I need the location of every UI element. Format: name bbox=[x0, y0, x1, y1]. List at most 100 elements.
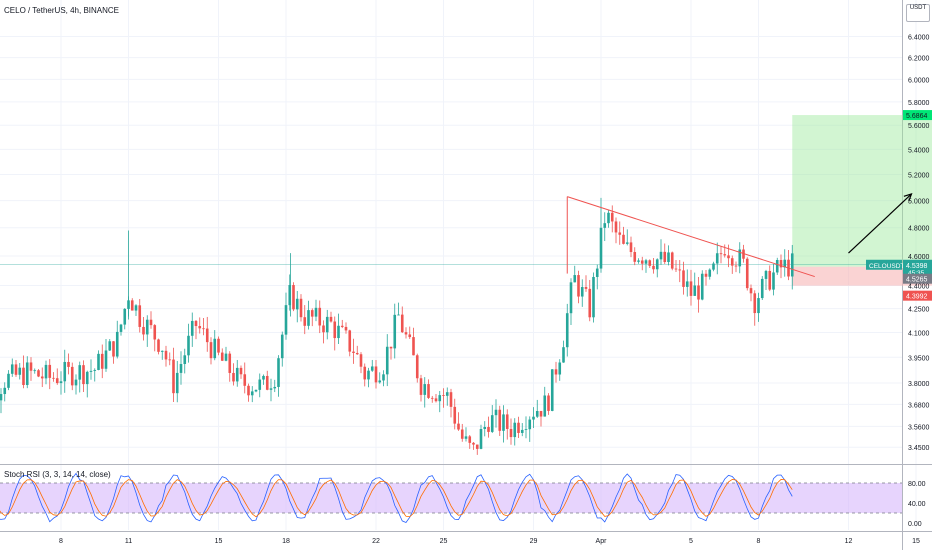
candle-body bbox=[175, 372, 179, 394]
candle-body bbox=[535, 411, 539, 417]
candle-body bbox=[82, 365, 85, 385]
candle-body bbox=[700, 273, 704, 300]
candle-body bbox=[29, 362, 33, 371]
price-tick-label: 5.4000 bbox=[908, 147, 930, 154]
candle-body bbox=[573, 275, 577, 283]
candle-body bbox=[67, 361, 70, 367]
time-tick-label: 15 bbox=[912, 538, 920, 545]
time-tick-label: Apr bbox=[596, 538, 608, 545]
candle-body bbox=[393, 314, 397, 349]
candle-body bbox=[40, 376, 44, 379]
candle-body bbox=[723, 254, 727, 256]
candle-body bbox=[768, 270, 772, 290]
candle-body bbox=[509, 428, 513, 438]
candle-body bbox=[258, 379, 262, 390]
candle-body bbox=[610, 212, 614, 222]
candle-body bbox=[438, 395, 442, 402]
candle-body bbox=[547, 395, 550, 411]
candle-body bbox=[412, 337, 415, 356]
price-tick-label: 3.6800 bbox=[908, 402, 930, 409]
stop-price-badge: 4.3992 bbox=[906, 294, 928, 301]
candle-body bbox=[22, 367, 25, 386]
candle-body bbox=[157, 339, 160, 352]
candle-body bbox=[487, 426, 490, 432]
candle-body bbox=[100, 353, 104, 369]
currency-unit-badge[interactable]: USDT bbox=[906, 4, 930, 22]
candle-body bbox=[307, 310, 310, 326]
candle-body bbox=[442, 395, 445, 396]
currency-unit-label: USDT bbox=[909, 5, 927, 11]
candle-body bbox=[18, 367, 22, 375]
candle-body bbox=[618, 232, 622, 235]
candle-body bbox=[153, 325, 157, 340]
stop-zone bbox=[792, 266, 932, 286]
candle-body bbox=[543, 395, 547, 417]
candle-body bbox=[614, 221, 618, 233]
candle-body bbox=[250, 391, 254, 396]
candle-body bbox=[295, 298, 299, 310]
candle-body bbox=[505, 414, 509, 429]
price-tick-label: 6.4000 bbox=[908, 34, 930, 41]
candle-body bbox=[430, 397, 434, 399]
candle-body bbox=[719, 253, 723, 255]
candle-body bbox=[674, 268, 678, 270]
forecast-arrow-head bbox=[903, 193, 913, 202]
candle-body bbox=[603, 223, 607, 228]
candle-body bbox=[288, 285, 292, 306]
candle-body bbox=[655, 259, 659, 270]
candle-body bbox=[734, 265, 738, 267]
candle-body bbox=[93, 369, 97, 371]
candle-body bbox=[689, 281, 693, 296]
price-tick-label: 4.8000 bbox=[908, 226, 930, 233]
candle-body bbox=[539, 411, 543, 417]
candle-body bbox=[59, 381, 63, 384]
candle-body bbox=[502, 414, 505, 431]
candle-body bbox=[584, 287, 588, 289]
candle-body bbox=[344, 326, 348, 331]
candle-body bbox=[790, 253, 794, 277]
time-tick-label: 22 bbox=[372, 538, 380, 545]
candle-body bbox=[10, 364, 14, 374]
candle-body bbox=[97, 353, 100, 370]
price-tick-label: 6.0000 bbox=[908, 77, 930, 84]
candle-body bbox=[340, 325, 344, 327]
candle-body bbox=[400, 314, 404, 333]
candle-body bbox=[187, 335, 190, 356]
candle-body bbox=[580, 287, 584, 297]
candle-body bbox=[85, 371, 89, 385]
candle-body bbox=[179, 364, 183, 373]
candle-body bbox=[142, 326, 145, 335]
price-tick-label: 5.8000 bbox=[908, 100, 930, 107]
candle-body bbox=[389, 346, 393, 349]
trendline bbox=[567, 196, 815, 278]
candle-body bbox=[224, 353, 228, 361]
candle-body bbox=[592, 276, 595, 318]
candle-body bbox=[333, 321, 337, 339]
candle-body bbox=[123, 308, 127, 325]
stop-price-badge-bg bbox=[903, 290, 932, 301]
candle-body bbox=[404, 332, 408, 335]
candle-body bbox=[138, 305, 142, 327]
candle-body bbox=[427, 384, 430, 398]
time-tick-label: 18 bbox=[282, 538, 290, 545]
price-tick-label: 3.8000 bbox=[908, 381, 930, 388]
time-tick-label: 8 bbox=[59, 538, 63, 545]
candle-body bbox=[63, 361, 67, 382]
candle-body bbox=[325, 316, 329, 333]
candle-body bbox=[115, 331, 119, 357]
candle-body bbox=[693, 285, 697, 296]
candle-body bbox=[134, 305, 138, 311]
last-price-badge-bg bbox=[903, 259, 932, 276]
price-tick-label: 3.4500 bbox=[908, 445, 930, 452]
candle-body bbox=[524, 429, 528, 430]
candle-body bbox=[213, 338, 217, 359]
candle-body bbox=[588, 288, 592, 318]
candle-body bbox=[513, 422, 517, 438]
candle-body bbox=[78, 365, 82, 380]
candle-body bbox=[108, 341, 112, 351]
candle-body bbox=[764, 270, 768, 279]
candle-body bbox=[663, 251, 667, 263]
candle-body bbox=[254, 389, 258, 392]
